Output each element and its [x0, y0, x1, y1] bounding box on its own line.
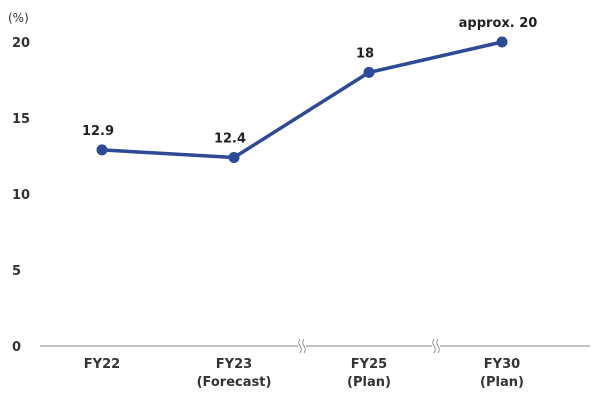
x-category-label: FY30	[484, 357, 520, 372]
x-category-sublabel: (Plan)	[480, 375, 524, 390]
y-tick-label: 0	[12, 340, 21, 355]
axis-break-mark	[298, 338, 306, 354]
data-point	[96, 144, 108, 156]
data-label: 12.9	[82, 124, 114, 139]
y-tick-label: 5	[12, 264, 21, 279]
series-line	[101, 40, 503, 160]
data-label: 18	[356, 46, 374, 61]
x-category-label: FY25	[351, 357, 387, 372]
x-category-sublabel: (Forecast)	[197, 375, 272, 390]
y-tick-label: 20	[12, 36, 30, 51]
data-point	[228, 152, 240, 164]
axis-break-mark	[432, 338, 440, 354]
y-tick-label: 15	[12, 112, 30, 127]
y-axis-unit-label: (%)	[8, 11, 29, 25]
x-category-sublabel: (Plan)	[347, 375, 391, 390]
data-point	[363, 66, 375, 78]
y-tick-label: 10	[12, 188, 30, 203]
x-category-label: FY23	[216, 357, 252, 372]
data-label: approx. 20	[459, 16, 538, 31]
data-point	[496, 36, 508, 48]
data-label: 12.4	[214, 132, 246, 147]
x-category-label: FY22	[84, 357, 120, 372]
